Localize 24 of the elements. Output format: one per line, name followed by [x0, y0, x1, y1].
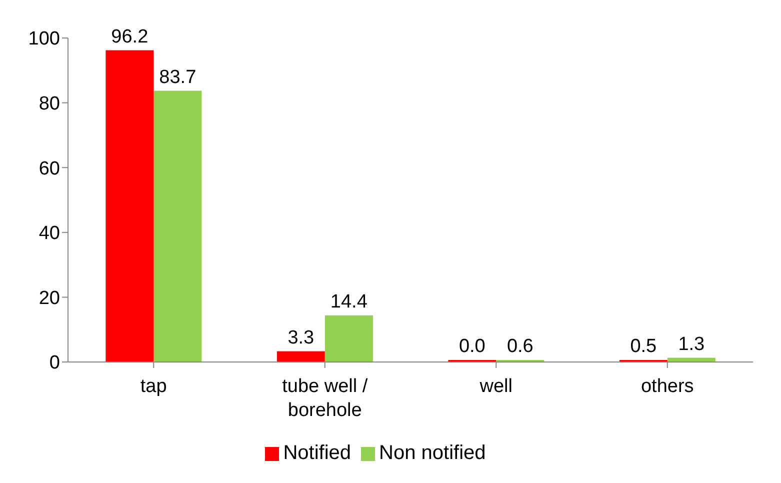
- y-tick-label: 20: [38, 288, 60, 309]
- x-tick-label: others: [640, 376, 694, 397]
- y-tick-label: 40: [38, 223, 60, 244]
- y-tick-label: 100: [28, 28, 60, 50]
- bar: [106, 50, 154, 362]
- y-tick-label: 60: [38, 158, 60, 180]
- legend-label: Non notified: [379, 442, 486, 464]
- data-label: 14.4: [330, 291, 368, 312]
- y-tick-label: 80: [38, 94, 60, 115]
- data-label: 96.2: [111, 26, 148, 48]
- data-label: 1.3: [678, 334, 705, 355]
- bar: [276, 351, 325, 362]
- data-label: 83.7: [159, 66, 196, 88]
- bar: [324, 315, 373, 362]
- legend-label: Notified: [283, 442, 352, 464]
- x-tick-label: tube well / borehole: [282, 376, 368, 421]
- x-tick-label: well: [478, 376, 512, 397]
- data-label: 0.5: [630, 336, 657, 357]
- bar: [154, 90, 202, 362]
- data-label: 0.0: [458, 336, 486, 357]
- x-tick-label: tap: [140, 376, 167, 397]
- data-label: 0.6: [506, 336, 534, 357]
- y-tick-label: 0: [49, 352, 60, 374]
- data-label: 3.3: [288, 327, 314, 348]
